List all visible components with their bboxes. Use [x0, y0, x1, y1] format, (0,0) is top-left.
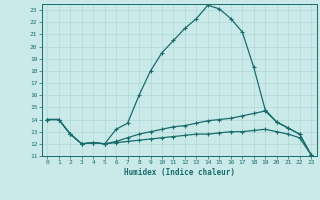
X-axis label: Humidex (Indice chaleur): Humidex (Indice chaleur): [124, 168, 235, 177]
